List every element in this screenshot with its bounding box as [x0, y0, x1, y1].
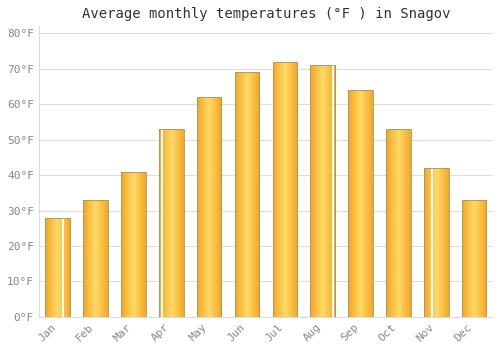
Bar [424, 168, 448, 317]
Bar [46, 218, 70, 317]
Bar [234, 72, 260, 317]
Bar [121, 172, 146, 317]
Bar [348, 90, 373, 317]
Bar [310, 65, 335, 317]
Bar [159, 129, 184, 317]
Bar [386, 129, 410, 317]
Title: Average monthly temperatures (°F ) in Snagov: Average monthly temperatures (°F ) in Sn… [82, 7, 450, 21]
Bar [197, 97, 222, 317]
Bar [272, 62, 297, 317]
Bar [462, 200, 486, 317]
Bar [84, 200, 108, 317]
